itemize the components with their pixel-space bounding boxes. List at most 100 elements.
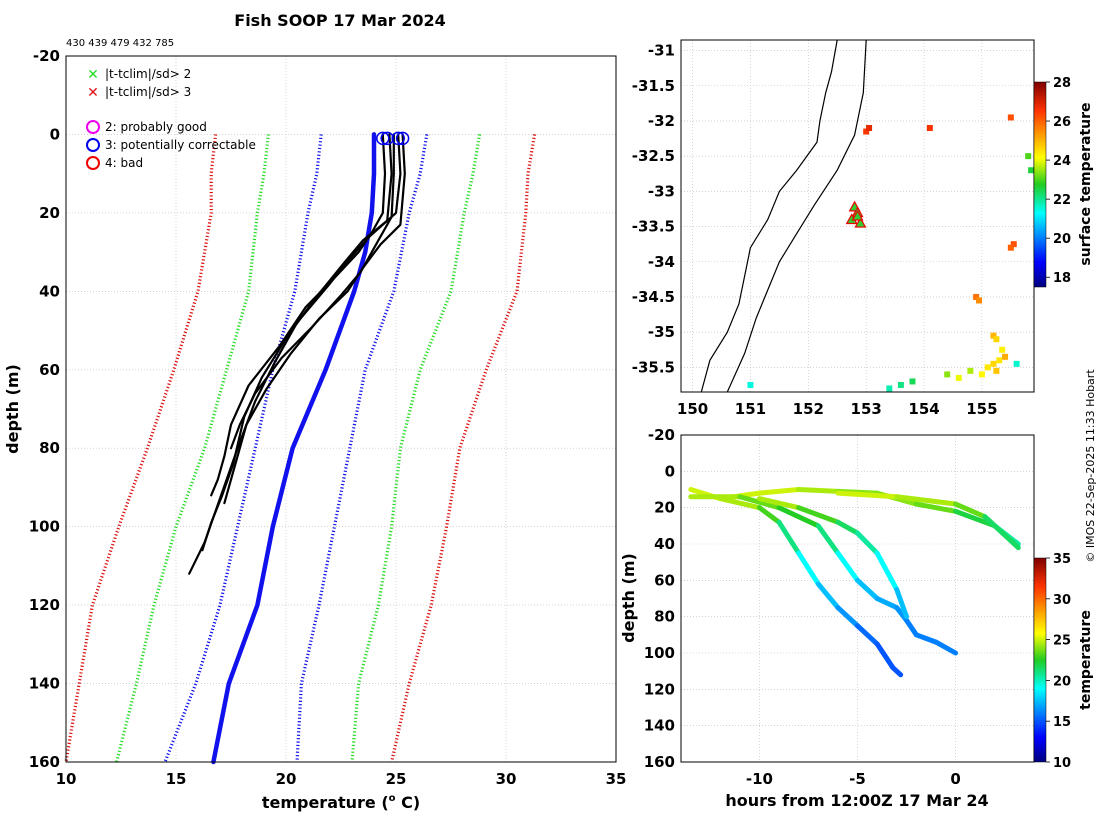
map-point bbox=[1013, 360, 1020, 367]
map-xtick-label: 154 bbox=[908, 400, 939, 418]
qc-markers bbox=[376, 131, 410, 146]
section-colorbar-label: temperature bbox=[1078, 610, 1094, 710]
section-colorbar-tick-label: 20 bbox=[1053, 674, 1071, 689]
section-trace-segment bbox=[756, 505, 782, 525]
section-ytick-label: 0 bbox=[665, 462, 675, 480]
section-grid bbox=[681, 434, 1034, 763]
map-point bbox=[747, 381, 754, 388]
section-ylabel: depth (m) bbox=[619, 553, 638, 643]
section-ytick-label: 140 bbox=[644, 717, 675, 735]
map-shelf-edge bbox=[726, 39, 867, 393]
map-point bbox=[863, 128, 870, 135]
map-point bbox=[866, 125, 873, 131]
profile-xtick-label: 30 bbox=[496, 770, 517, 788]
section-xtick-label: -5 bbox=[849, 770, 866, 788]
map-point bbox=[1028, 167, 1035, 174]
section-trace-segment bbox=[874, 596, 900, 611]
section-trace-segment bbox=[717, 496, 762, 511]
profile-ytick-label: 40 bbox=[39, 282, 60, 300]
section-trace-segment bbox=[815, 581, 841, 611]
section-trace-segment bbox=[933, 639, 959, 656]
map-point bbox=[990, 360, 997, 367]
map-ytick-label: -34.5 bbox=[632, 288, 675, 306]
green-cross-icon: ✕ bbox=[87, 67, 99, 83]
section-colorbar-ticks: 10 15 20 25 30 35 bbox=[1046, 552, 1071, 771]
profile-xlabel: temperature (o C) bbox=[262, 793, 420, 812]
section-colorbar bbox=[1033, 557, 1047, 763]
section-ytick-label: 160 bbox=[644, 753, 675, 771]
section-trace-segment bbox=[894, 494, 959, 507]
legend-sd3-label: |t-tclim|/sd> 3 bbox=[105, 85, 191, 99]
figure-title: Fish SOOP 17 Mar 2024 bbox=[234, 11, 445, 30]
profile-line bbox=[229, 133, 395, 450]
map-ytick-label: -32 bbox=[648, 112, 675, 130]
section-trace-segment bbox=[796, 550, 821, 587]
section-xlabel: hours from 12:00Z 17 Mar 24 bbox=[725, 791, 988, 810]
legend-sd2: ✕ |t-tclim|/sd> 2 bbox=[87, 67, 191, 83]
section-trace-segment bbox=[796, 505, 841, 525]
profile-line bbox=[211, 132, 377, 765]
section-ytick-label: 20 bbox=[654, 499, 675, 517]
map-coastline bbox=[700, 39, 838, 393]
section-colorbar-tick-label: 30 bbox=[1053, 593, 1071, 608]
profile-axes-frame bbox=[65, 55, 617, 763]
map-point bbox=[990, 332, 997, 339]
profile-ytick-label: -20 bbox=[33, 47, 60, 65]
section-trace-segment bbox=[890, 665, 904, 678]
map-point bbox=[1007, 114, 1014, 121]
profile-ytick-label: 140 bbox=[29, 675, 60, 693]
profile-ticks: 10 15 20 25 30 35 -20 0 20 40 60 80 100 120 140 160 bbox=[29, 47, 627, 788]
section-trace-segment bbox=[835, 605, 860, 629]
section-trace-segment bbox=[855, 577, 880, 601]
section-trace-segment bbox=[874, 550, 900, 592]
red-circle-icon bbox=[86, 156, 100, 170]
legend-qc4-label: 4: bad bbox=[105, 156, 143, 170]
profile-xtick-label: 10 bbox=[56, 770, 77, 788]
map-point bbox=[967, 367, 974, 374]
qc-marker bbox=[391, 131, 405, 146]
map-point bbox=[976, 297, 983, 304]
map-colorbar-tick-label: 26 bbox=[1053, 115, 1071, 130]
map-xtick-label: 152 bbox=[793, 400, 824, 418]
section-ytick-label: 60 bbox=[654, 571, 675, 589]
section-ticks: -10 -5 0 -20 0 20 40 60 80 100 120 140 160 bbox=[644, 426, 961, 788]
map-panel: 150 151 152 153 154 155 -31 -31.5 -32 -32.5 -33 -33… bbox=[632, 39, 1094, 418]
profile-line bbox=[188, 133, 402, 575]
profile-ytick-label: 100 bbox=[29, 518, 60, 536]
profile-series bbox=[64, 132, 537, 765]
map-ytick-label: -32.5 bbox=[632, 147, 675, 165]
section-trace-segment bbox=[756, 496, 802, 511]
legend-sd2-label: |t-tclim|/sd> 2 bbox=[105, 67, 191, 81]
magenta-circle-icon bbox=[86, 120, 100, 134]
map-flagged-point bbox=[851, 209, 864, 221]
map-point bbox=[1010, 241, 1017, 248]
section-ytick-label: 40 bbox=[654, 535, 675, 553]
map-point bbox=[1007, 244, 1014, 251]
section-colorbar-tick-label: 25 bbox=[1053, 634, 1071, 649]
map-ytick-label: -33 bbox=[648, 182, 675, 200]
map-ytick-label: -35.5 bbox=[632, 358, 675, 376]
map-points bbox=[747, 114, 1035, 392]
profile-xtick-label: 20 bbox=[276, 770, 297, 788]
blue-circle-icon bbox=[86, 138, 100, 152]
section-trace-segment bbox=[835, 490, 900, 500]
section-trace-segment bbox=[953, 508, 998, 529]
section-trace-segment bbox=[776, 519, 802, 556]
section-trace-segment bbox=[737, 494, 782, 511]
section-colorbar-tick-label: 35 bbox=[1053, 552, 1071, 567]
profile-ytick-label: 60 bbox=[39, 361, 60, 379]
map-colorbar-tick-label: 20 bbox=[1053, 232, 1071, 247]
map-point bbox=[1025, 153, 1032, 160]
profile-xtick-label: 25 bbox=[386, 770, 407, 788]
profile-line bbox=[210, 133, 387, 497]
qc-marker bbox=[376, 131, 390, 146]
legend-qc3-label: 3: potentially correctable bbox=[105, 138, 256, 152]
section-colorbar-tick-label: 15 bbox=[1053, 715, 1071, 730]
profile-line bbox=[295, 134, 429, 763]
section-trace-segment bbox=[855, 530, 880, 556]
map-point bbox=[999, 346, 1006, 353]
map-xtick-label: 150 bbox=[677, 400, 708, 418]
section-trace-segment bbox=[835, 550, 860, 583]
section-trace-segment bbox=[874, 641, 896, 671]
section-trace-segment bbox=[904, 617, 919, 638]
